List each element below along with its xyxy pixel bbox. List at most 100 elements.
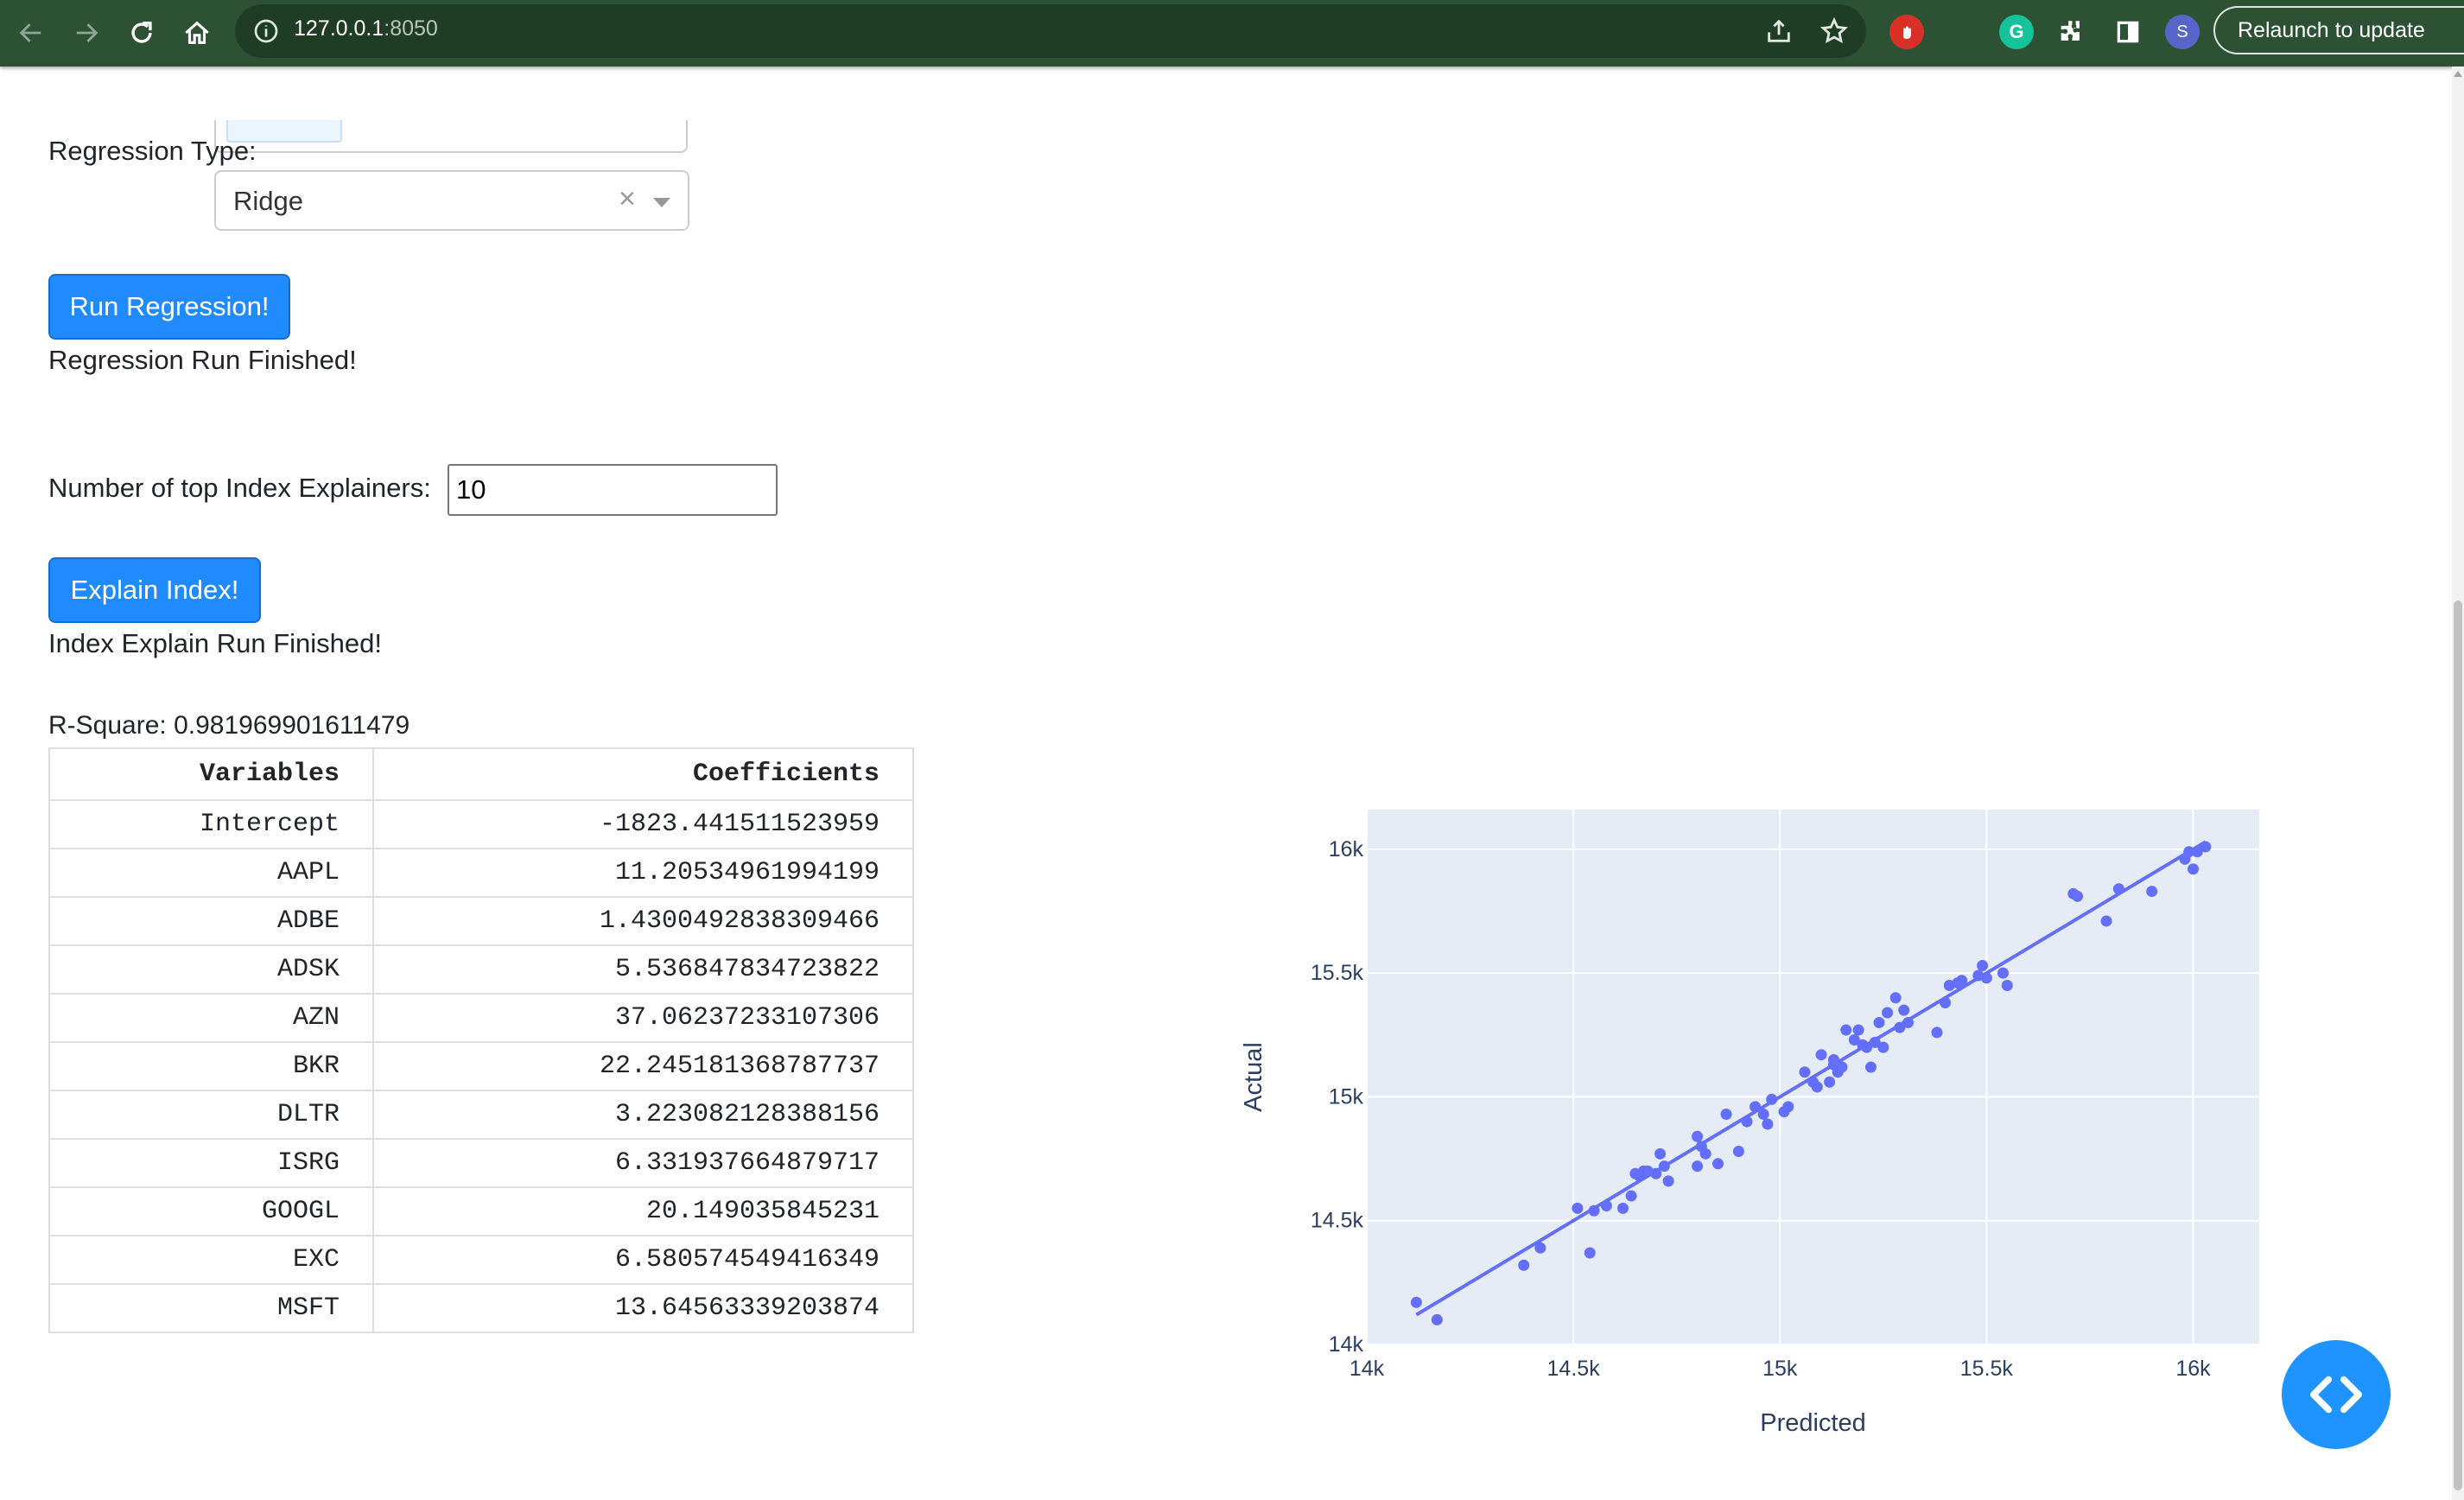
scatter-point[interactable]	[1712, 1158, 1724, 1170]
site-info-icon[interactable]	[252, 17, 280, 45]
scatter-point[interactable]	[1882, 1007, 1894, 1019]
chevron-down-icon[interactable]	[653, 198, 670, 207]
scatter-point[interactable]	[2112, 883, 2124, 895]
scatter-point[interactable]	[1410, 1296, 1422, 1308]
scatter-point[interactable]	[1572, 1202, 1584, 1214]
relaunch-to-update-button[interactable]: Relaunch to update	[2213, 6, 2464, 54]
scatter-point[interactable]	[1750, 1101, 1762, 1113]
column-header-variables: Variables	[48, 747, 374, 801]
scatter-point[interactable]	[2200, 841, 2212, 853]
scatter-point[interactable]	[1852, 1024, 1864, 1036]
scatter-point[interactable]	[1699, 1147, 1711, 1160]
ticker-multiselect-dropdown[interactable]	[214, 120, 688, 153]
scatter-point[interactable]	[1799, 1066, 1811, 1078]
scatter-point[interactable]	[1898, 1004, 1910, 1016]
scatter-point[interactable]	[1931, 1026, 1943, 1039]
share-icon[interactable]	[1764, 16, 1794, 46]
dash-debug-menu-button[interactable]	[2282, 1340, 2391, 1449]
scatter-point[interactable]	[1873, 1016, 1885, 1028]
scatter-point[interactable]	[1625, 1190, 1637, 1202]
scatter-point[interactable]	[1956, 975, 1968, 987]
scatter-point[interactable]	[1654, 1147, 1667, 1160]
scatter-point[interactable]	[1861, 1041, 1873, 1053]
regression-type-dropdown[interactable]: Ridge ×	[214, 170, 689, 231]
scatter-point[interactable]	[1997, 967, 2009, 979]
explain-index-button[interactable]: Explain Index!	[48, 557, 261, 623]
scatter-point[interactable]	[1762, 1118, 1774, 1130]
scatter-point[interactable]	[1431, 1313, 1443, 1325]
scatter-point[interactable]	[1848, 1034, 1860, 1046]
scrollbar-thumb[interactable]	[2454, 601, 2462, 1490]
explainers-count-input[interactable]	[448, 464, 778, 516]
scatter-point[interactable]	[1894, 1021, 1906, 1033]
variable-cell: AZN	[48, 993, 374, 1043]
scatter-point[interactable]	[1720, 1108, 1732, 1120]
scatter-point[interactable]	[1584, 1247, 1596, 1259]
scatter-point[interactable]	[2100, 915, 2112, 927]
x-tick-label: 14.5k	[1547, 1357, 1601, 1381]
scatter-point[interactable]	[1940, 997, 1952, 1009]
scatter-point[interactable]	[1692, 1160, 1704, 1173]
scatter-point[interactable]	[1977, 960, 1989, 972]
y-axis-title: Actual	[1240, 1042, 1267, 1112]
scatter-point[interactable]	[1864, 1061, 1877, 1073]
scatter-point[interactable]	[2146, 886, 2158, 898]
variable-cell: AAPL	[48, 848, 374, 898]
scatter-point[interactable]	[1534, 1242, 1546, 1254]
adblock-extension-icon[interactable]	[1889, 15, 1924, 49]
scatter-point[interactable]	[1889, 992, 1902, 1004]
scatter-point[interactable]	[1815, 1049, 1827, 1061]
scatter-point[interactable]	[1658, 1160, 1670, 1173]
coefficient-cell: 6.580574549416349	[372, 1235, 914, 1285]
profile-avatar[interactable]: S	[2165, 15, 2200, 49]
variable-cell: BKR	[48, 1041, 374, 1091]
side-panel-icon[interactable]	[2111, 15, 2145, 49]
scatter-point[interactable]	[1811, 1081, 1823, 1093]
scatter-point[interactable]	[1836, 1061, 1848, 1073]
forward-arrow-icon[interactable]	[66, 12, 107, 54]
coefficient-cell: 6.331937664879717	[372, 1138, 914, 1188]
bookmark-star-icon[interactable]	[1819, 16, 1849, 46]
scatter-point[interactable]	[1757, 1108, 1769, 1120]
grammarly-extension-icon[interactable]: G	[1999, 15, 2034, 49]
y-tick-label: 16k	[1329, 837, 1364, 861]
url-text: 127.0.0.1:8050	[294, 16, 438, 41]
scatter-point[interactable]	[1980, 972, 1992, 984]
scatter-point[interactable]	[2001, 979, 2013, 991]
address-bar[interactable]: 127.0.0.1:8050	[235, 4, 1866, 58]
scatter-point[interactable]	[1650, 1167, 1662, 1179]
scatter-point[interactable]	[1824, 1076, 1836, 1088]
scatter-point[interactable]	[1902, 1016, 1914, 1028]
scatter-point[interactable]	[1600, 1200, 1612, 1212]
table-row: ADBE 1.4300492838309466	[48, 896, 914, 946]
y-tick-label: 15k	[1329, 1084, 1364, 1109]
scatter-point[interactable]	[1869, 1036, 1881, 1048]
scatter-point[interactable]	[2191, 846, 2203, 858]
table-row: MSFT 13.64563339203874	[48, 1283, 914, 1333]
extensions-puzzle-icon[interactable]	[2054, 15, 2088, 49]
browser-toolbar: 127.0.0.1:8050 G S Relaunch to update	[0, 0, 2464, 67]
x-tick-label: 15.5k	[1960, 1357, 2014, 1381]
scatter-point[interactable]	[1662, 1175, 1674, 1187]
selected-ticker-chip[interactable]	[226, 120, 342, 143]
scatter-point[interactable]	[1877, 1041, 1889, 1053]
scatter-point[interactable]	[1782, 1101, 1794, 1113]
scatter-point[interactable]	[1732, 1145, 1744, 1157]
home-icon[interactable]	[176, 12, 218, 54]
table-row: ISRG 6.331937664879717	[48, 1138, 914, 1188]
back-arrow-icon[interactable]	[10, 12, 52, 54]
run-regression-button[interactable]: Run Regression!	[48, 274, 290, 340]
scatter-point[interactable]	[1692, 1130, 1704, 1142]
scatter-point[interactable]	[2187, 863, 2199, 875]
scatter-point[interactable]	[2072, 890, 2084, 902]
clear-selection-icon[interactable]: ×	[619, 182, 636, 215]
scatter-point[interactable]	[1617, 1202, 1629, 1214]
scatter-point[interactable]	[2183, 846, 2195, 858]
reload-icon[interactable]	[121, 12, 162, 54]
scatter-point[interactable]	[1840, 1024, 1852, 1036]
scatter-point[interactable]	[1588, 1204, 1600, 1217]
scroll-up-arrow-icon[interactable]	[2454, 71, 2462, 77]
scatter-point[interactable]	[1766, 1093, 1778, 1105]
scatter-point[interactable]	[1518, 1259, 1530, 1271]
scatter-point[interactable]	[1741, 1115, 1753, 1128]
